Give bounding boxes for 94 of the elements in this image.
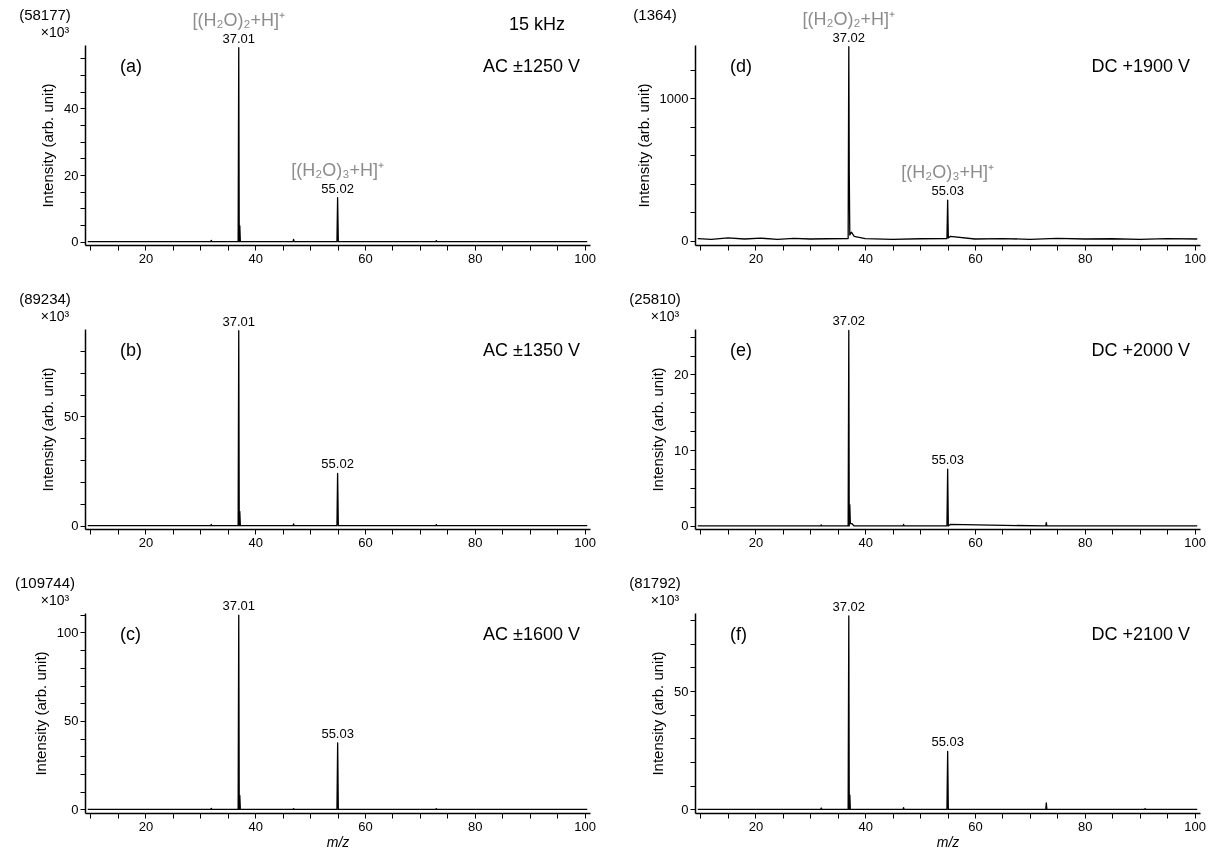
x-tick-label: 100 — [574, 534, 596, 550]
y-tick-label: 0 — [681, 233, 689, 249]
y-tick-label: 0 — [681, 801, 689, 817]
text: (1364) — [633, 6, 677, 23]
x-tick-label: 80 — [467, 818, 483, 834]
line-series — [697, 45, 1198, 240]
text: AC ±1350 V — [483, 340, 580, 360]
y-tick-label: 20 — [64, 167, 79, 183]
x-tick-label: 60 — [968, 250, 983, 266]
y-tick-label: 50 — [674, 683, 689, 699]
x-tick-label: 40 — [858, 534, 873, 550]
x-tick-label: 60 — [358, 250, 373, 266]
text: (109744) — [14, 574, 76, 591]
x-tick-label: 20 — [748, 818, 764, 834]
x-tick-label: 20 — [138, 818, 154, 834]
text: (f) — [730, 624, 747, 644]
annotation: 37.01 — [222, 313, 256, 329]
annotation: 55.03 — [931, 183, 964, 199]
y-tick-label: 0 — [681, 518, 689, 534]
text: AC ±1600 V — [483, 624, 580, 644]
y-axis-title: Intensity (arb. unit) — [649, 367, 667, 492]
y-tick-label: 50 — [64, 713, 79, 729]
x-tick-label: 40 — [248, 250, 263, 266]
y-tick-label: 0 — [71, 801, 79, 817]
annotation: 55.02 — [321, 180, 354, 196]
text: ×10³ — [650, 308, 680, 324]
x-tick-label: 80 — [467, 534, 483, 550]
y-axis-title: Intensity (arb. unit) — [39, 367, 57, 492]
y-axis-title: Intensity (arb. unit) — [39, 83, 57, 208]
x-tick-label: 40 — [248, 818, 263, 834]
x-tick-label: 20 — [748, 250, 764, 266]
annotation: 37.01 — [222, 598, 256, 614]
annotation: 55.02 — [321, 456, 354, 472]
y-tick-label: 40 — [64, 100, 79, 116]
annotation: [(H₂O)₃+H]⁺ — [291, 159, 385, 180]
y-tick-label: 100 — [56, 624, 79, 640]
x-tick-label: 80 — [1077, 534, 1093, 550]
x-tick-label: 80 — [1077, 818, 1093, 834]
text: ×10³ — [650, 592, 680, 608]
x-tick-label: 100 — [1184, 250, 1206, 266]
text: (81792) — [629, 574, 681, 591]
annotation: [(H₂O)₂+H]⁺ — [192, 9, 285, 30]
annotation: 37.02 — [832, 29, 866, 45]
text: ×10³ — [40, 308, 70, 324]
x-tick-label: 100 — [574, 250, 596, 266]
x-tick-label: 80 — [1077, 250, 1093, 266]
x-tick-label: 20 — [138, 534, 154, 550]
annotation: 37.02 — [832, 313, 866, 329]
text: DC +2100 V — [1091, 624, 1190, 644]
x-tick-label: 100 — [1184, 534, 1206, 550]
text: (d) — [730, 56, 752, 76]
x-tick-label: 100 — [1184, 818, 1206, 834]
text: (b) — [120, 340, 142, 360]
annotation: 55.03 — [321, 725, 354, 741]
y-tick-label: 10 — [674, 442, 689, 458]
text: (a) — [120, 56, 142, 76]
y-axis-title: Intensity (arb. unit) — [634, 83, 652, 208]
x-tick-label: 60 — [968, 534, 983, 550]
x-tick-label: 40 — [248, 534, 263, 550]
text: DC +1900 V — [1091, 56, 1190, 76]
x-axis-title: m/z — [936, 833, 960, 850]
annotation: [(H₂O)₂+H]⁺ — [802, 8, 896, 29]
annotation: 55.03 — [931, 452, 964, 468]
annotation: [(H₂O)₃+H]⁺ — [901, 162, 995, 183]
y-tick-label: 0 — [71, 234, 79, 250]
annotation: 37.01 — [222, 30, 256, 46]
x-tick-label: 20 — [138, 250, 154, 266]
text: (89234) — [19, 290, 71, 307]
y-axis-title: Intensity (arb. unit) — [31, 651, 49, 776]
y-axis-title: Intensity (arb. unit) — [649, 651, 667, 776]
x-tick-label: 100 — [574, 818, 596, 834]
text: (58177) — [19, 6, 71, 23]
x-tick-label: 40 — [858, 818, 873, 834]
x-tick-label: 60 — [358, 818, 373, 834]
text: (25810) — [629, 290, 681, 307]
y-tick-label: 20 — [674, 366, 689, 382]
text: (e) — [730, 340, 752, 360]
text: DC +2000 V — [1091, 340, 1190, 360]
text: 15 kHz — [508, 14, 565, 34]
x-tick-label: 20 — [748, 534, 764, 550]
y-tick-label: 1000 — [659, 90, 689, 106]
x-axis-title: m/z — [326, 833, 350, 850]
x-tick-label: 40 — [858, 250, 873, 266]
y-tick-label: 50 — [64, 408, 79, 424]
annotation: 55.03 — [931, 734, 964, 750]
annotation: 37.02 — [832, 598, 866, 614]
text: ×10³ — [40, 592, 70, 608]
y-tick-label: 0 — [71, 518, 79, 534]
x-tick-label: 80 — [467, 250, 483, 266]
text: ×10³ — [40, 24, 70, 40]
text: (c) — [120, 624, 141, 644]
text: AC ±1250 V — [483, 56, 580, 76]
x-tick-label: 60 — [968, 818, 983, 834]
x-tick-label: 60 — [358, 534, 373, 550]
